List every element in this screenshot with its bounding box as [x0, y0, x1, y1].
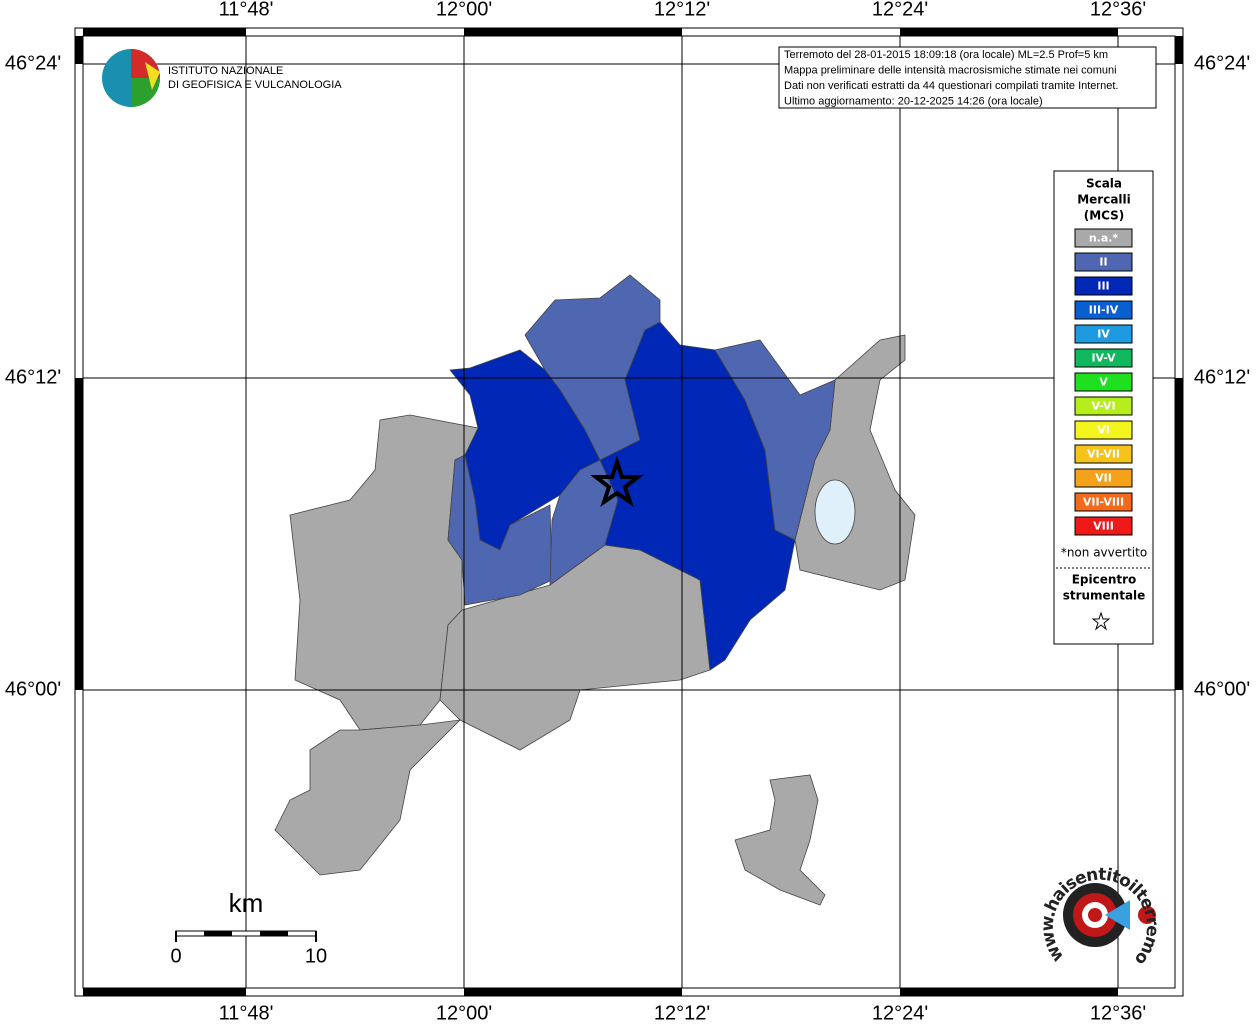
legend-note: *non avvertito [1061, 546, 1147, 560]
info-line: Dati non verificati estratti da 44 quest… [784, 80, 1118, 92]
legend-swatch [1074, 396, 1133, 416]
legend-title: Scala [1086, 177, 1122, 191]
legend-label: V-VI [1091, 400, 1115, 413]
lon-label: 12°00' [436, 0, 492, 20]
scale-unit: km [229, 888, 264, 918]
lon-label: 12°12' [654, 0, 710, 20]
ingv-logo: ISTITUTO NAZIONALE DI GEOFISICA E VULCAN… [102, 49, 342, 107]
legend-swatch [1074, 276, 1133, 296]
scale-label: 0 [170, 945, 181, 967]
legend-label: VI [1097, 424, 1110, 437]
legend-swatch [1074, 252, 1133, 272]
legend-epicenter: strumentale [1063, 589, 1146, 603]
legend-epicenter: Epicentro [1072, 573, 1137, 587]
lat-label: 46°00' [1194, 678, 1250, 700]
legend-swatch [1074, 348, 1133, 368]
legend-swatch [1074, 228, 1133, 248]
scale-label: 10 [305, 945, 327, 967]
scale-bar: km 0 10 [170, 888, 327, 967]
region [599, 321, 796, 671]
legend-label: II [1099, 256, 1107, 269]
legend-label: IV [1097, 328, 1110, 341]
frame-bars [75, 28, 1183, 996]
legend-swatch [1074, 420, 1133, 440]
legend-swatch [1074, 468, 1133, 488]
lon-label: 12°36' [1090, 0, 1146, 20]
legend-title: (MCS) [1084, 209, 1125, 223]
legend-label: n.a.* [1089, 232, 1119, 245]
legend-star [1091, 611, 1111, 631]
info-line: Terremoto del 28-01-2015 18:09:18 (ora l… [784, 49, 1108, 61]
legend-title: Mercalli [1077, 193, 1131, 207]
legend-swatch [1074, 444, 1133, 464]
legend-swatch [1074, 492, 1133, 512]
lat-label: 46°12' [1194, 366, 1250, 388]
municipalities [274, 274, 916, 906]
info-text: Terremoto del 28-01-2015 18:09:18 (ora l… [784, 49, 1118, 108]
legend-label: V [1099, 376, 1108, 389]
lake [814, 479, 856, 545]
lon-label: 12°24' [872, 0, 928, 20]
region [714, 339, 836, 541]
region [449, 349, 601, 551]
legend-label: VIII [1093, 520, 1114, 533]
legend-swatch [1074, 372, 1133, 392]
info-box [778, 46, 1157, 109]
legend-label: III-IV [1089, 304, 1119, 317]
info-line: Mappa preliminare delle intensità macros… [784, 64, 1117, 76]
region [734, 774, 826, 906]
legend-swatch [1074, 300, 1133, 320]
institute-line: ISTITUTO NAZIONALE [168, 65, 283, 77]
lon-label: 12°24' [872, 1002, 928, 1024]
lat-label: 46°00' [5, 678, 61, 700]
legend-swatch [1074, 324, 1133, 344]
legend-label: VI-VII [1087, 448, 1120, 461]
lon-label: 11°48' [219, 1002, 274, 1024]
info-line: Ultimo aggiornamento: 20-12-2025 14:26 (… [784, 95, 1043, 107]
legend: ScalaMercalli(MCS)n.a.*IIIIIIII-IVIVIV-V… [1061, 177, 1147, 603]
legend-label: IV-V [1091, 352, 1116, 365]
legend-label: VII [1095, 472, 1112, 485]
lon-label: 12°36' [1090, 1002, 1146, 1024]
lon-label: 11°48' [219, 0, 274, 20]
region [447, 454, 553, 606]
legend-label: III [1097, 280, 1109, 293]
lon-label: 12°00' [436, 1002, 492, 1024]
lat-label: 46°12' [5, 366, 61, 388]
legend-swatch [1074, 516, 1133, 536]
institute-line: DI GEOFISICA E VULCANOLOGIA [168, 79, 342, 91]
lat-label: 46°24' [5, 52, 61, 74]
region [274, 719, 462, 876]
lon-label: 12°12' [654, 1002, 710, 1024]
legend-label: VII-VIII [1083, 496, 1124, 509]
graticule [83, 36, 1175, 988]
lat-label: 46°24' [1194, 52, 1250, 74]
epicenter-star [590, 455, 644, 508]
